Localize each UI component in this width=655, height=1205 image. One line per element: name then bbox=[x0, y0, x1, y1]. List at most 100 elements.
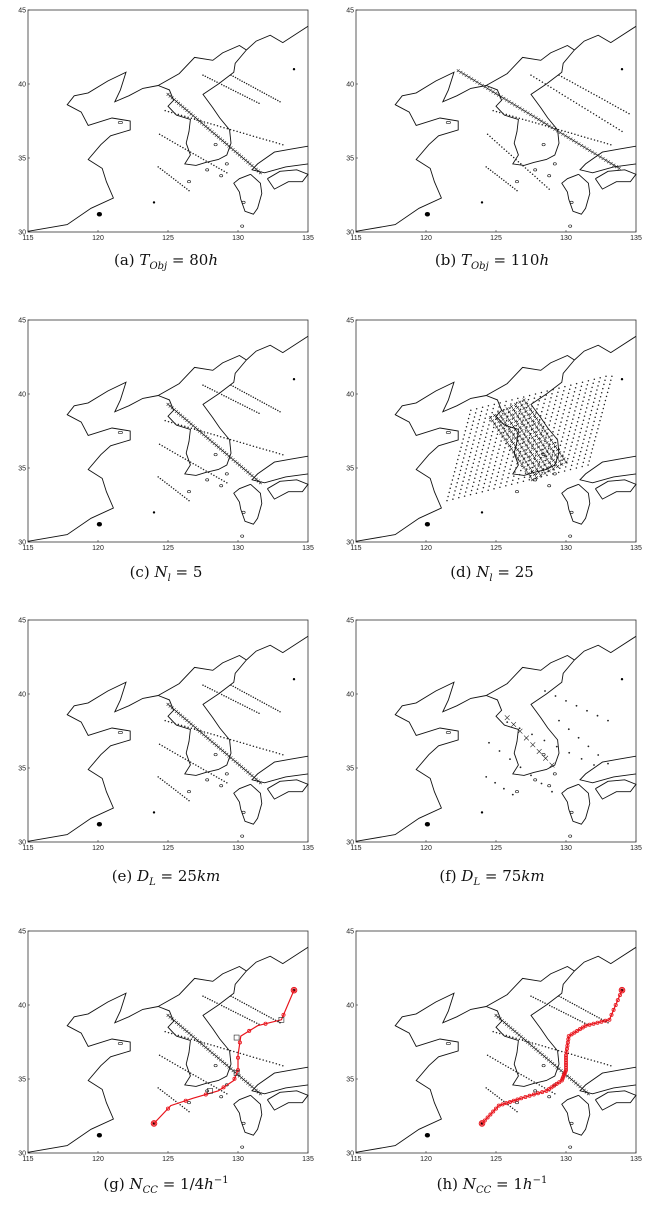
crossing-mark bbox=[524, 418, 528, 422]
sensor-dot bbox=[487, 1088, 490, 1091]
sensor-dot bbox=[505, 181, 507, 183]
sensor-dot bbox=[503, 451, 505, 453]
sensor-dot bbox=[567, 415, 569, 418]
sensor-dot bbox=[569, 1015, 572, 1017]
coastline bbox=[246, 335, 309, 361]
crossing-mark bbox=[514, 419, 518, 423]
sensor-dot bbox=[157, 1087, 159, 1089]
end-point bbox=[620, 378, 624, 381]
crossing-mark bbox=[539, 448, 543, 452]
sensor-dot bbox=[237, 91, 239, 94]
sensor-dot bbox=[494, 483, 496, 486]
sensor-dot bbox=[465, 425, 468, 428]
route-waypoint bbox=[183, 1098, 188, 1103]
sensor-dot bbox=[590, 138, 592, 140]
sensor-dot bbox=[481, 429, 483, 432]
route-waypoint bbox=[595, 1020, 600, 1025]
sensor-dot bbox=[166, 172, 168, 175]
route-waypoint bbox=[609, 1012, 614, 1017]
sensor-dot bbox=[499, 486, 501, 488]
sensor-dot bbox=[584, 453, 587, 455]
sensor-dot bbox=[272, 1062, 274, 1064]
sensor-dot bbox=[568, 751, 571, 754]
sensor-dot bbox=[509, 468, 511, 471]
sensor-dot bbox=[596, 408, 599, 410]
sensor-dot bbox=[176, 143, 179, 146]
sensor-dot bbox=[166, 482, 168, 485]
sensor-dot bbox=[157, 476, 159, 478]
sensor-dot bbox=[270, 1017, 272, 1019]
sensor-dot bbox=[181, 794, 184, 797]
sensor-dot bbox=[488, 741, 490, 744]
sensor-dot bbox=[550, 458, 553, 460]
sensor-dot bbox=[573, 414, 575, 416]
sensor-dot bbox=[187, 459, 189, 462]
sensor-dot bbox=[597, 385, 599, 387]
crossing-mark bbox=[545, 449, 549, 453]
sensor-dot bbox=[503, 148, 505, 150]
crossing-mark bbox=[522, 448, 526, 453]
sensor-dot bbox=[188, 1110, 190, 1113]
sensor-dot bbox=[506, 438, 508, 441]
sensor-dot bbox=[176, 1064, 179, 1067]
sensor-dot bbox=[611, 375, 613, 377]
route-waypoint bbox=[563, 1058, 568, 1063]
crossing-mark bbox=[518, 442, 522, 446]
sensor-dot bbox=[265, 749, 268, 751]
sensor-dot bbox=[538, 442, 540, 444]
caption-d: (d) Nl = 25 bbox=[450, 563, 534, 584]
sensor-dot bbox=[258, 102, 260, 104]
crossing-mark bbox=[532, 439, 537, 443]
crossing-mark bbox=[505, 432, 509, 436]
sensor-dot bbox=[211, 1000, 214, 1002]
sensor-dot bbox=[508, 114, 511, 117]
coastline bbox=[574, 635, 637, 661]
sensor-dot bbox=[492, 171, 494, 173]
crossing-mark bbox=[532, 422, 537, 426]
crossing-mark bbox=[541, 434, 545, 438]
coastline bbox=[486, 49, 575, 166]
sensor-dot bbox=[580, 427, 583, 430]
crossing-mark bbox=[539, 431, 543, 435]
sensor-dot bbox=[497, 452, 499, 455]
x-tick-label: 135 bbox=[630, 845, 642, 852]
sensor-dot bbox=[259, 1058, 261, 1060]
sensor-dot bbox=[521, 118, 524, 120]
sensor-dot bbox=[259, 747, 261, 749]
sensor-dot bbox=[544, 398, 546, 400]
crossing-mark bbox=[520, 462, 524, 466]
island bbox=[117, 1041, 123, 1045]
sensor-dot bbox=[164, 719, 166, 722]
sensor-dot bbox=[467, 459, 470, 462]
sensor-dot bbox=[593, 440, 596, 442]
end-point bbox=[292, 68, 296, 71]
sensor-dot bbox=[189, 151, 192, 153]
crossing-mark bbox=[526, 111, 530, 115]
crossing-mark bbox=[507, 444, 511, 448]
crossing-mark bbox=[507, 418, 511, 422]
sensor-dot bbox=[254, 397, 257, 400]
sensor-dot bbox=[164, 446, 166, 449]
sensor-dot bbox=[220, 479, 223, 481]
sensor-dot bbox=[192, 1073, 194, 1076]
crossing-mark bbox=[537, 445, 541, 449]
sensor-dot bbox=[494, 1093, 496, 1096]
y-tick-label: 40 bbox=[346, 82, 354, 89]
sensor-dot bbox=[239, 441, 242, 444]
route-waypoint bbox=[237, 1040, 242, 1045]
sensor-dot bbox=[170, 786, 173, 788]
sensor-dot bbox=[236, 999, 239, 1001]
sensor-dot bbox=[490, 458, 492, 460]
sensor-dot bbox=[234, 686, 237, 689]
sensor-dot bbox=[167, 110, 170, 113]
route-waypoint bbox=[511, 1098, 516, 1103]
sensor-dot bbox=[170, 486, 173, 488]
crossing-mark bbox=[537, 453, 541, 458]
sensor-dot bbox=[538, 419, 541, 421]
sensor-dot bbox=[622, 109, 625, 112]
crossing-mark bbox=[528, 416, 532, 420]
sensor-dot bbox=[164, 1030, 166, 1033]
sensor-dot bbox=[580, 758, 583, 760]
x-tick-label: 135 bbox=[630, 1156, 642, 1163]
sensor-dot bbox=[596, 140, 599, 142]
